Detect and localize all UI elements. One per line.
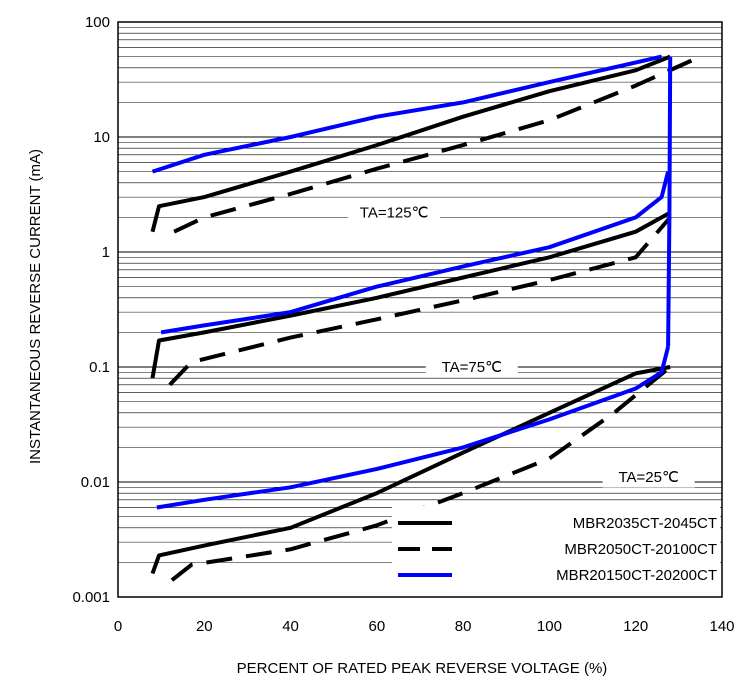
x-tick-label: 120 <box>623 618 648 635</box>
y-tick-label: 1 <box>102 244 110 261</box>
annotation-background <box>348 198 441 223</box>
x-tick-label: 60 <box>369 618 386 635</box>
axis-ticks: 0.001 0.01 0.1 1 10 100 0 20 40 60 80 100 120 140 <box>72 14 734 635</box>
y-tick-label: 100 <box>85 14 110 31</box>
series-3 <box>151 54 673 510</box>
legend-label: MBR20150CT-20200CT <box>556 567 717 584</box>
x-tick-label: 140 <box>709 618 734 635</box>
series-2-curve <box>173 54 702 234</box>
annotation-background <box>425 353 518 377</box>
legend-label: MBR2035CT-2045CT <box>573 515 717 532</box>
legend-label: MBR2050CT-20100CT <box>564 541 717 558</box>
series-group <box>150 54 702 582</box>
series-1 <box>150 54 672 575</box>
series-1-curve <box>150 54 671 233</box>
temperature-annotation: TA=125℃ <box>360 205 429 222</box>
y-tick-label: 10 <box>93 129 110 146</box>
x-tick-label: 100 <box>537 618 562 635</box>
y-tick-label: 0.001 <box>72 589 110 606</box>
series-2-curve <box>168 216 672 387</box>
y-axis-title: INSTANTANEOUS REVERSE CURRENT (mA) <box>27 149 44 464</box>
y-tick-label: 0.1 <box>89 359 110 376</box>
series-3-curve <box>151 54 663 174</box>
series-3-curve <box>666 56 673 347</box>
x-tick-label: 40 <box>282 618 299 635</box>
series-3-curve <box>156 346 671 510</box>
series-3-curve <box>160 171 671 335</box>
x-tick-label: 20 <box>196 618 213 635</box>
x-axis-title: PERCENT OF RATED PEAK REVERSE VOLTAGE (%… <box>237 660 608 677</box>
annotations: TA=125℃ TA=75℃ TA=25℃ <box>348 198 695 488</box>
x-tick-label: 0 <box>114 618 122 635</box>
temperature-annotation: TA=75℃ <box>442 359 502 376</box>
plot-area-frame <box>117 21 723 598</box>
legend: MBR2035CT-2045CT MBR2050CT-20100CT MBR2015… <box>392 506 720 590</box>
y-tick-label: 0.01 <box>81 474 110 491</box>
x-tick-label: 80 <box>455 618 472 635</box>
temperature-annotation: TA=25℃ <box>618 469 678 486</box>
series-1-curve <box>150 365 671 575</box>
series-1-curve <box>150 210 672 379</box>
annotation-background <box>602 463 695 488</box>
